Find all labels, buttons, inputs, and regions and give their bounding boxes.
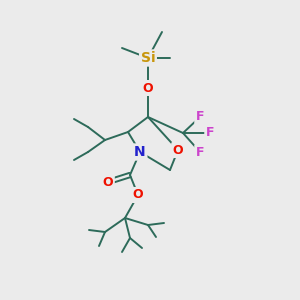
Text: O: O	[143, 82, 153, 94]
Text: Si: Si	[141, 51, 155, 65]
Text: O: O	[133, 188, 143, 202]
Text: F: F	[196, 110, 204, 124]
Text: O: O	[103, 176, 113, 188]
Text: F: F	[196, 146, 204, 158]
Text: N: N	[134, 145, 146, 159]
Text: F: F	[206, 127, 214, 140]
Text: O: O	[173, 143, 183, 157]
